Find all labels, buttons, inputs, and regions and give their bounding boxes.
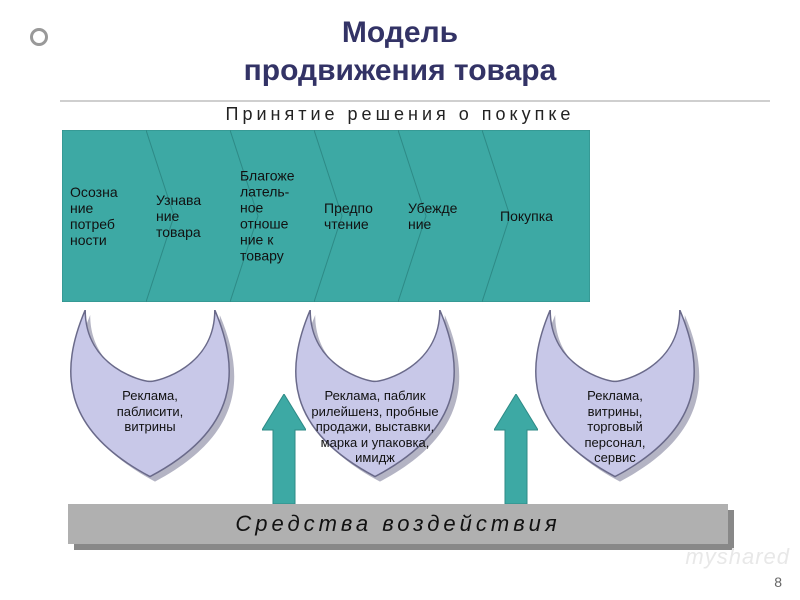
title-line-2: продвижения товара <box>0 52 800 90</box>
subtitle: Принятие решения о покупке <box>0 104 800 125</box>
chevron-label: Предпочтение <box>324 200 404 232</box>
chevron-label: Узнаваниетовара <box>156 192 236 240</box>
chevron-row: ОсознаниепотребностиУзнаваниетовараБлаго… <box>62 130 742 302</box>
lobe-callout: Реклама,паблисити,витрины <box>60 310 240 480</box>
chevron-label: Покупка <box>500 208 584 224</box>
chevron-label: Осознаниепотребности <box>70 184 150 248</box>
title-line-1: Модель <box>0 14 800 52</box>
page-number: 8 <box>774 574 782 590</box>
up-arrow-icon <box>262 394 306 504</box>
chevron-label: Благожелатель-ноеотношение ктовару <box>240 168 320 265</box>
chevron-final-box: Покупка <box>482 130 590 302</box>
lobe-label: Реклама, пабликрилейшенз, пробныепродажи… <box>303 388 447 466</box>
chevron-label: Убеждение <box>408 200 488 232</box>
lobe-callout: Реклама,витрины,торговыйперсонал,сервис <box>525 310 705 480</box>
bottom-bar: Средства воздействия <box>68 504 728 544</box>
title-divider <box>60 100 770 102</box>
arrow-shape <box>494 394 538 504</box>
arrow-shape <box>262 394 306 504</box>
slide-title: Модель продвижения товара <box>0 14 800 89</box>
lobe-row: Реклама,паблисити,витрины Реклама, паблик… <box>60 310 740 480</box>
watermark: myshared <box>685 544 790 570</box>
bottom-bar-label: Средства воздействия <box>235 511 560 537</box>
lobe-callout: Реклама, пабликрилейшенз, пробныепродажи… <box>285 310 465 480</box>
up-arrow-icon <box>494 394 538 504</box>
lobe-label: Реклама,витрины,торговыйперсонал,сервис <box>543 388 687 466</box>
lobe-label: Реклама,паблисити,витрины <box>78 388 222 435</box>
